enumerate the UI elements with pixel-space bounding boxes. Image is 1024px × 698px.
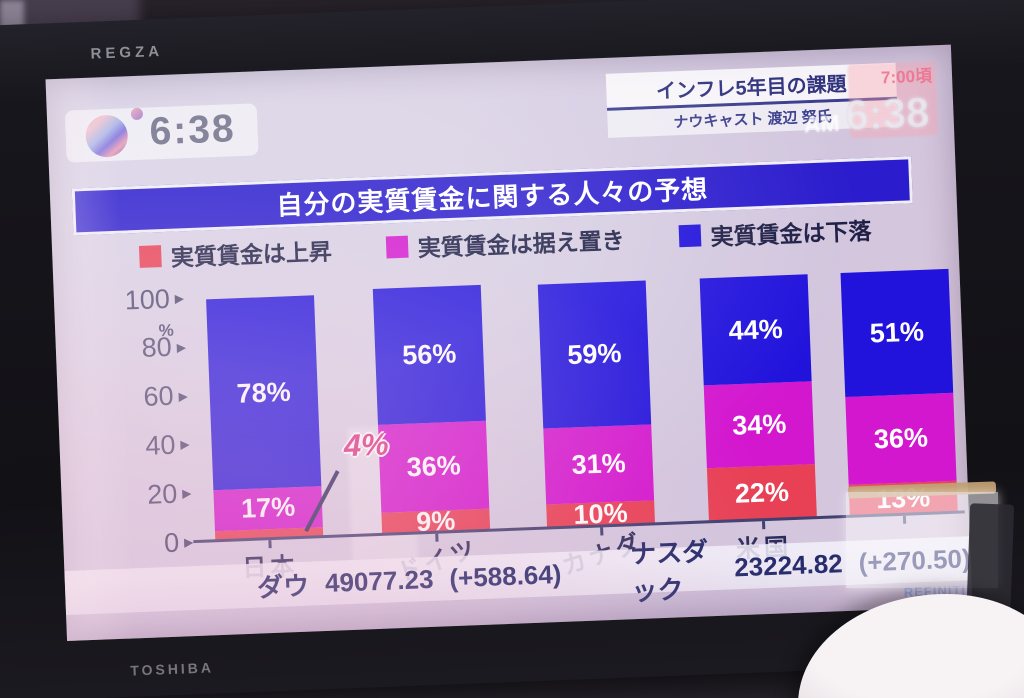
bar-1-segment-1: 36% <box>378 420 490 513</box>
bar-0-segment-2-value: 78% <box>236 376 292 409</box>
y-tick-60: 60 ▶ <box>142 380 189 412</box>
bar-3-segment-2: 44% <box>699 274 812 386</box>
toshiba-logo: TOSHIBA <box>129 659 215 679</box>
y-tick-arrow-icon: ▶ <box>176 340 187 355</box>
bar-0-segment-1-value: 17% <box>240 492 296 525</box>
y-tick-20: 20 ▶ <box>146 478 192 510</box>
y-tick-40: 40 ▶ <box>144 429 190 461</box>
bar-4-segment-1: 36% <box>845 393 957 486</box>
bar-3-segment-1-value: 34% <box>731 408 787 441</box>
y-tick-arrow-icon: ▶ <box>174 291 185 306</box>
bar-1-segment-1-value: 36% <box>406 450 462 483</box>
bar-1-segment-2: 56% <box>372 284 486 426</box>
bar-2-segment-1-value: 31% <box>571 447 627 480</box>
tv-screen: 6:38 インフレ5年目の課題 ナウキャスト 渡辺 努氏 7:00頃 AM 6:… <box>45 44 973 641</box>
regza-logo: REGZA <box>90 42 164 63</box>
bar-0-segment-2: 78% <box>206 295 322 491</box>
y-tick-arrow-icon: ▶ <box>180 437 190 452</box>
ticker-dow-value: 49077.23 <box>324 563 434 598</box>
ticker-dow-change: (+588.64) <box>448 558 562 593</box>
ticker-nasdaq-name: ナスダック <box>629 536 709 607</box>
ticker-dow-name: ダウ <box>256 570 310 603</box>
y-tick-100: 100 ▶ <box>124 283 185 316</box>
bar-2-segment-1: 31% <box>543 424 655 505</box>
bar-3-segment-0-value: 22% <box>734 476 790 509</box>
bar-4-segment-1-value: 36% <box>873 422 929 455</box>
y-tick-0: 0 ▶ <box>163 527 194 558</box>
bar-4-segment-2: 51% <box>840 268 954 398</box>
bar-3-segment-0: 22% <box>706 464 817 523</box>
bar-4-segment-2-value: 51% <box>869 316 925 349</box>
ticker-nasdaq-value: 23224.82 <box>733 547 844 582</box>
y-axis-unit-label: % <box>158 320 175 341</box>
bar-2-segment-2-value: 59% <box>566 337 623 371</box>
bar-1-segment-2-value: 56% <box>401 338 457 371</box>
bar-3-segment-1: 34% <box>703 381 815 469</box>
bar-2-segment-2: 59% <box>537 280 652 429</box>
callout-label: 4% <box>343 426 390 464</box>
y-axis: 0 ▶ 20 ▶ 40 ▶ 60 ▶ 80 ▶ 100 ▶ <box>73 74 196 640</box>
bar-3-segment-2-value: 44% <box>728 313 784 346</box>
y-tick-arrow-icon: ▶ <box>183 535 194 550</box>
y-tick-arrow-icon: ▶ <box>178 388 189 404</box>
y-tick-arrow-icon: ▶ <box>182 486 192 501</box>
